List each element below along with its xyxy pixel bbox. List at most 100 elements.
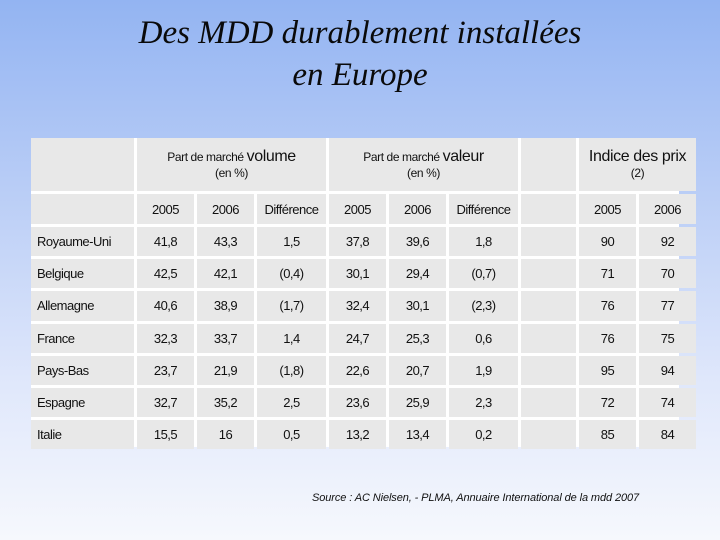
data-cell: 39,6 — [389, 227, 446, 257]
slide-title: Des MDD durablement installées en Europe — [0, 12, 720, 96]
group-header-sub: (2) — [630, 165, 645, 180]
separator-cell — [521, 291, 576, 321]
row-country-label: France — [31, 323, 134, 353]
data-cell: 70 — [639, 259, 696, 289]
column-header: 2006 — [639, 194, 696, 224]
group-header-sub: (en %) — [407, 165, 440, 180]
column-header: 2005 — [137, 194, 194, 224]
row-country-label: Royaume-Uni — [31, 227, 134, 257]
data-cell: 16 — [197, 420, 254, 450]
data-cell: 42,5 — [137, 259, 194, 289]
data-cell: 22,6 — [329, 355, 386, 385]
data-cell: 20,7 — [389, 355, 446, 385]
group-header-3: Indice des prix (2) — [579, 138, 696, 191]
data-cell: 74 — [639, 388, 696, 418]
column-header: 2006 — [389, 194, 446, 224]
separator-cell — [521, 388, 576, 418]
separator-cell — [521, 355, 576, 385]
group-header-word: Indice des prix — [588, 147, 687, 165]
data-cell: 38,9 — [197, 291, 254, 321]
market-share-table: Part de marché volume (en %) Part de march… — [31, 138, 696, 450]
separator-cell — [521, 323, 576, 353]
data-cell: 71 — [579, 259, 636, 289]
data-cell: 92 — [639, 227, 696, 257]
data-cell: 35,2 — [197, 388, 254, 418]
data-cell: 29,4 — [389, 259, 446, 289]
data-cell: 32,4 — [329, 291, 386, 321]
column-header — [521, 194, 576, 224]
separator-header-cell — [521, 138, 576, 191]
separator-cell — [521, 420, 576, 450]
row-country-label: Allemagne — [31, 291, 134, 321]
data-cell: 24,7 — [329, 323, 386, 353]
separator-cell — [521, 227, 576, 257]
data-cell: (1,7) — [257, 291, 326, 321]
data-cell: 30,1 — [389, 291, 446, 321]
group-header-word: valeur — [442, 147, 485, 165]
group-header-prefix: Part de marché — [167, 149, 247, 164]
data-cell: 13,2 — [329, 420, 386, 450]
column-header: Différence — [257, 194, 326, 224]
data-cell: 33,7 — [197, 323, 254, 353]
data-cell: 72 — [579, 388, 636, 418]
data-cell: 0,2 — [449, 420, 518, 450]
group-header-line: Part de marché volume — [167, 147, 297, 165]
data-cell: 41,8 — [137, 227, 194, 257]
data-cell: 43,3 — [197, 227, 254, 257]
data-cell: (1,8) — [257, 355, 326, 385]
data-cell: 25,9 — [389, 388, 446, 418]
data-cell: (0,7) — [449, 259, 518, 289]
row-country-label: Italie — [31, 420, 134, 450]
group-header-1: Part de marché volume (en %) — [137, 138, 326, 191]
group-header-2: Part de marché valeur (en %) — [329, 138, 518, 191]
data-cell: 76 — [579, 323, 636, 353]
data-cell: 0,6 — [449, 323, 518, 353]
data-cell: (0,4) — [257, 259, 326, 289]
data-cell: 85 — [579, 420, 636, 450]
group-header-prefix: Part de marché — [363, 149, 443, 164]
group-header-line: Indice des prix — [588, 147, 687, 165]
separator-cell — [521, 259, 576, 289]
data-cell: 30,1 — [329, 259, 386, 289]
data-cell: 75 — [639, 323, 696, 353]
corner-cell — [31, 194, 134, 224]
group-header-word: volume — [246, 147, 297, 165]
column-header: 2005 — [329, 194, 386, 224]
group-header-line: Part de marché valeur — [363, 147, 485, 165]
data-cell: 42,1 — [197, 259, 254, 289]
data-cell: 1,5 — [257, 227, 326, 257]
source-note: Source : AC Nielsen, - PLMA, Annuaire In… — [312, 492, 640, 504]
column-header: 2006 — [197, 194, 254, 224]
column-header: Différence — [449, 194, 518, 224]
data-cell: 37,8 — [329, 227, 386, 257]
data-cell: 13,4 — [389, 420, 446, 450]
row-country-label: Pays-Bas — [31, 355, 134, 385]
title-line-1: Des MDD durablement installées — [138, 15, 582, 51]
group-header-sub: (en %) — [215, 165, 248, 180]
data-cell: 23,6 — [329, 388, 386, 418]
data-cell: (2,3) — [449, 291, 518, 321]
data-cell: 94 — [639, 355, 696, 385]
data-cell: 21,9 — [197, 355, 254, 385]
data-cell: 95 — [579, 355, 636, 385]
corner-cell — [31, 138, 134, 191]
data-cell: 1,4 — [257, 323, 326, 353]
data-cell: 1,8 — [449, 227, 518, 257]
data-cell: 90 — [579, 227, 636, 257]
data-cell: 0,5 — [257, 420, 326, 450]
data-cell: 76 — [579, 291, 636, 321]
data-cell: 23,7 — [137, 355, 194, 385]
data-cell: 32,7 — [137, 388, 194, 418]
data-cell: 25,3 — [389, 323, 446, 353]
title-line-2: en Europe — [292, 57, 428, 93]
data-cell: 2,3 — [449, 388, 518, 418]
row-country-label: Belgique — [31, 259, 134, 289]
data-cell: 84 — [639, 420, 696, 450]
data-cell: 40,6 — [137, 291, 194, 321]
column-header: 2005 — [579, 194, 636, 224]
data-cell: 77 — [639, 291, 696, 321]
data-cell: 32,3 — [137, 323, 194, 353]
data-cell: 15,5 — [137, 420, 194, 450]
row-country-label: Espagne — [31, 388, 134, 418]
data-cell: 2,5 — [257, 388, 326, 418]
